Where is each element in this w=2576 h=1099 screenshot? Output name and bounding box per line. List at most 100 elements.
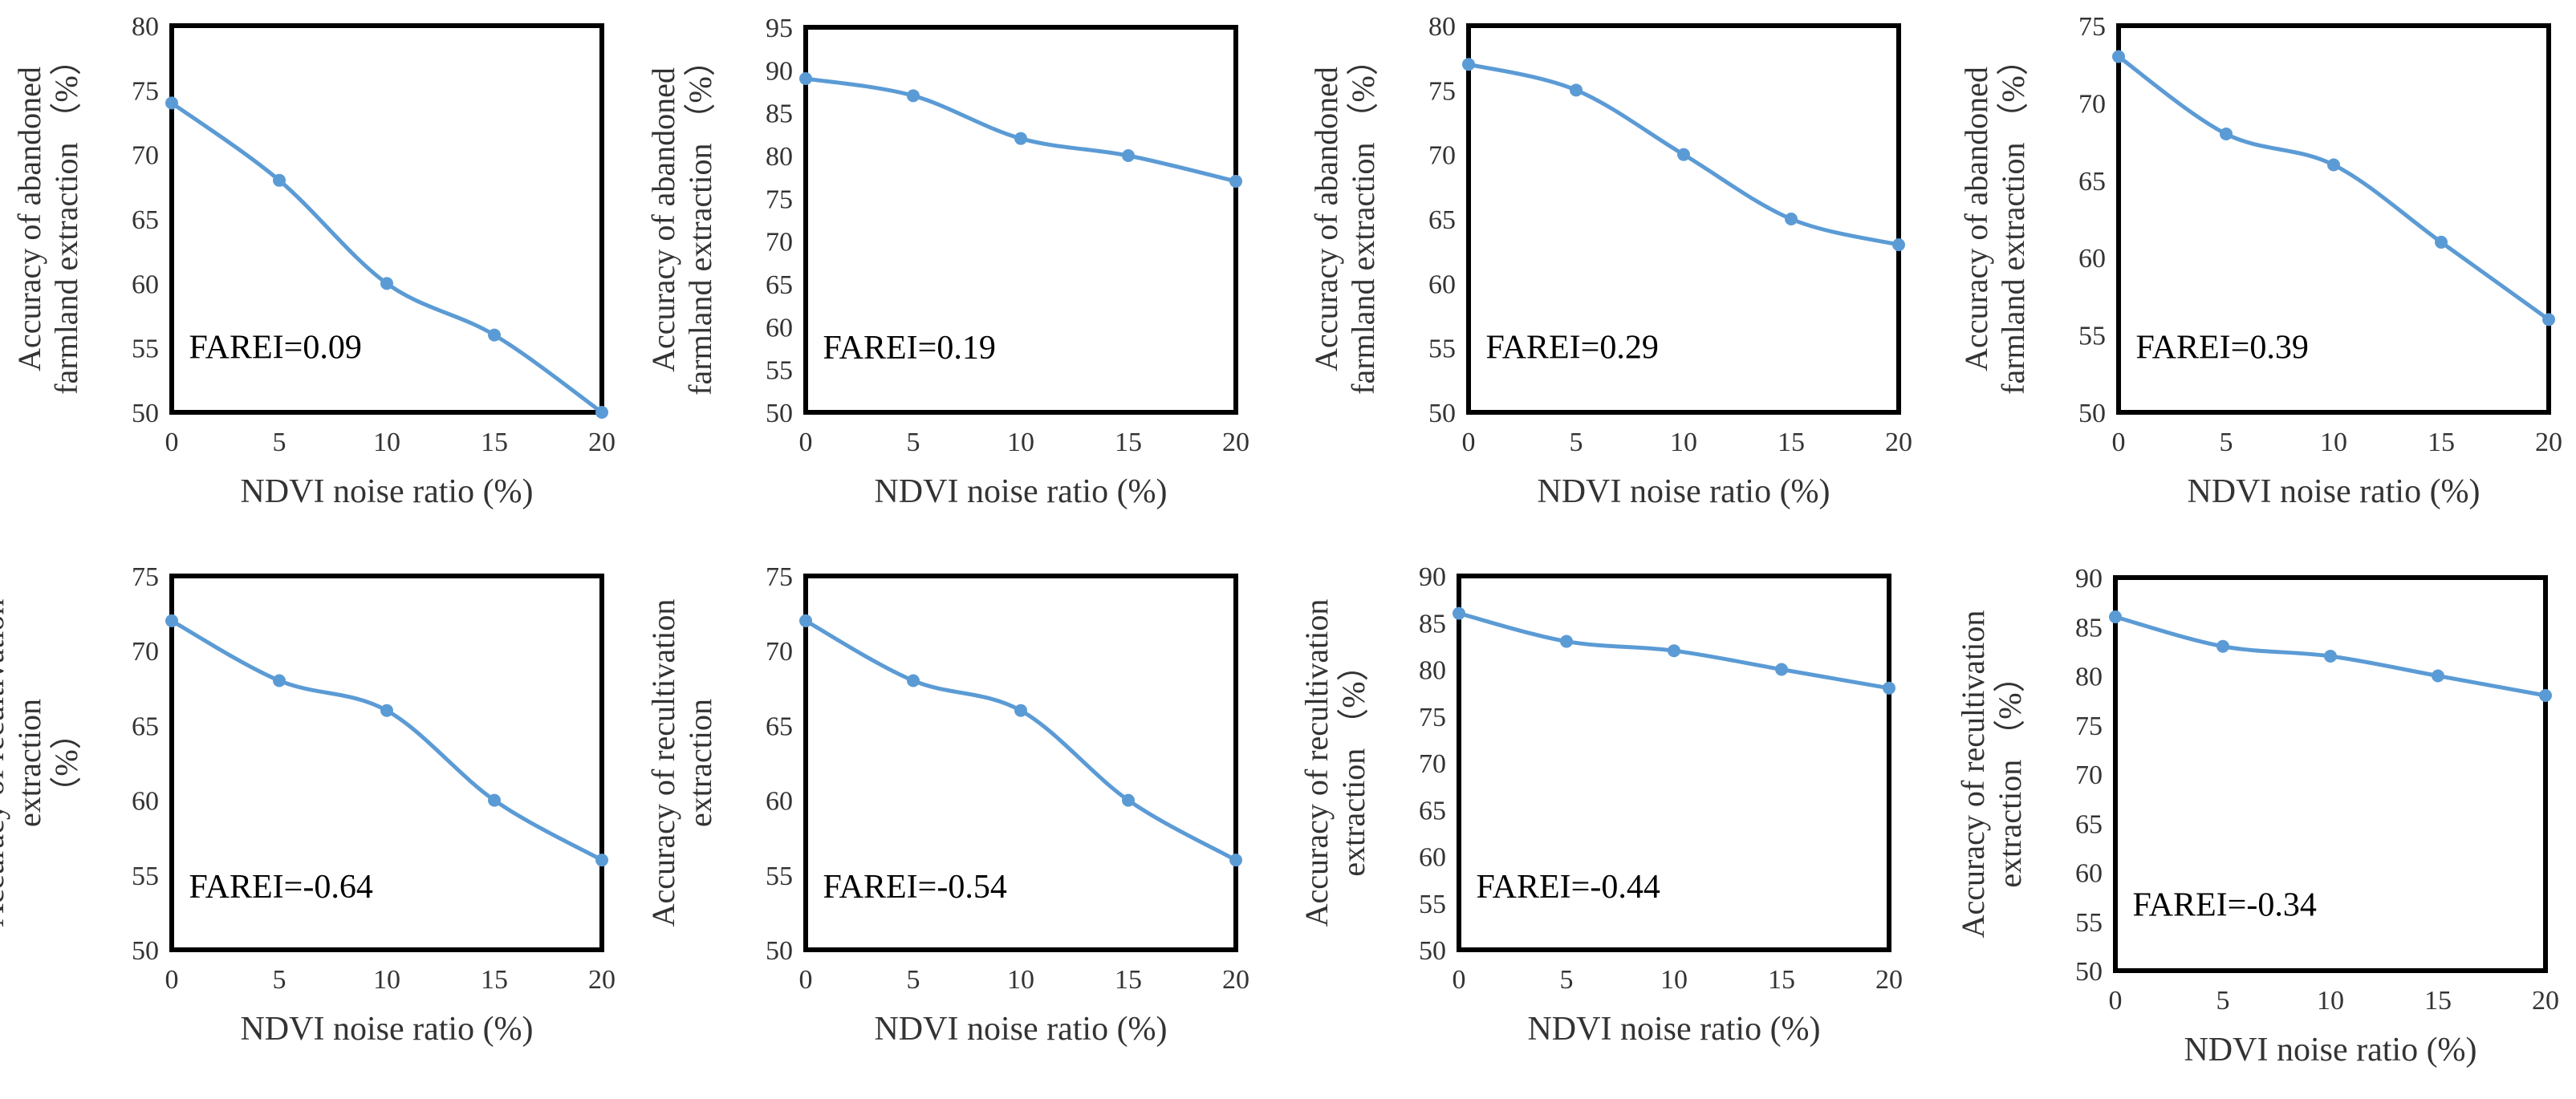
x-tick-label: 0 [799,965,813,995]
y-tick-label: 85 [766,99,793,129]
chart-panel-3: 50 55 60 65 70 75 80 0 5 10 15 20 NDVI noise ratio (… [1308,12,1912,510]
y-tick-label: 85 [1419,609,1446,639]
y-tick-label: 70 [766,637,793,667]
y-tick-label: 70 [1419,749,1446,779]
data-point [165,614,178,627]
data-point [2324,650,2337,663]
y-tick-label: 60 [2078,244,2106,274]
y-tick-label: 75 [132,562,159,592]
y-tick-label: 80 [1428,12,1456,42]
y-tick-label: 60 [2075,859,2103,889]
series-line [2116,55,2551,322]
y-tick-label: 90 [1419,562,1446,592]
y-axis-title-line: Accuracy of abandoned [1958,67,1994,371]
data-point [273,173,286,187]
data-point [2220,127,2233,140]
y-tick-label: 65 [2078,167,2106,197]
x-axis-title: NDVI noise ratio (%) [874,473,1167,510]
x-tick-label: 0 [165,428,179,457]
x-tick-label: 0 [1462,428,1476,457]
x-axis-title: NDVI noise ratio (%) [2187,473,2480,510]
y-tick-label: 90 [2075,564,2103,594]
x-tick-label: 15 [2428,428,2455,457]
x-tick-label: 10 [1007,428,1034,457]
x-tick-label: 15 [1115,428,1142,457]
data-point [1122,149,1135,162]
plot-frame [169,23,604,415]
y-tick-label: 75 [2075,712,2103,741]
y-axis-title-line: extraction [11,699,47,827]
data-point [799,72,812,85]
x-tick-label: 10 [1007,965,1034,995]
x-tick-label: 10 [1660,965,1688,995]
y-tick-label: 55 [132,335,159,364]
y-axis-title-line: Accuracy of recultivation [0,599,10,927]
y-tick-label: 55 [1419,890,1446,919]
data-point [380,277,393,290]
farei-annotation: FAREI=0.09 [189,330,361,367]
y-tick-label: 80 [132,12,159,42]
data-point [2112,50,2125,63]
y-tick-label: 55 [2075,908,2103,938]
data-point [1892,238,1905,252]
x-tick-label: 10 [373,965,400,995]
x-tick-label: 5 [273,428,286,457]
y-axis-title-line: farmland extraction （%） [1995,43,2031,395]
data-point [1122,793,1135,807]
data-point [1775,663,1788,676]
y-tick-label: 65 [1419,796,1446,825]
y-tick-label: 80 [1419,656,1446,686]
farei-annotation: FAREI=-0.54 [823,869,1006,906]
farei-annotation: FAREI=-0.44 [1476,869,1660,906]
data-point [1229,854,1242,867]
y-tick-label: 95 [766,14,793,43]
data-point [907,674,920,687]
plot-frame [803,574,1238,952]
data-point [2542,313,2555,326]
y-tick-label: 55 [132,862,159,891]
y-axis-title-line: Accuracy of abandoned [645,67,681,372]
chart-panel-4: 50 55 60 65 70 75 0 5 10 15 20 NDVI noise ratio (%)… [1958,12,2562,510]
y-tick-label: 65 [766,712,793,741]
farei-annotation: FAREI=-0.34 [2132,886,2316,923]
y-tick-label: 60 [1419,843,1446,873]
data-point [488,328,501,342]
x-tick-label: 10 [2317,986,2344,1016]
farei-annotation: FAREI=0.29 [1485,330,1658,367]
y-tick-label: 75 [766,185,793,214]
x-tick-label: 20 [1885,428,1912,457]
x-axis-title: NDVI noise ratio (%) [2184,1032,2476,1069]
y-tick-label: 50 [1428,399,1456,428]
x-axis-title: NDVI noise ratio (%) [874,1011,1167,1048]
x-axis-title: NDVI noise ratio (%) [1537,473,1830,510]
x-axis-title: NDVI noise ratio (%) [240,473,533,510]
x-tick-label: 0 [2112,428,2126,457]
y-axis-title-line: Accuracy of recultivation [1955,610,1991,939]
y-tick-label: 70 [132,141,159,171]
y-tick-label: 55 [1428,335,1456,364]
y-axis-title-line: farmland extraction （%） [48,43,84,395]
series-line [803,618,1238,862]
y-tick-label: 65 [1428,205,1456,235]
y-tick-label: 65 [132,712,159,741]
y-tick-label: 75 [2078,12,2106,42]
y-tick-label: 75 [1419,703,1446,732]
data-point [273,674,286,687]
chart-panel-1: 50 55 60 65 70 75 80 0 5 10 15 20 NDVI noise ratio (… [11,12,616,510]
x-tick-label: 0 [2109,986,2123,1016]
x-tick-label: 20 [1875,965,1903,995]
data-point [2109,610,2122,623]
data-point [2539,689,2552,702]
data-point [1560,635,1573,648]
y-axis-title-line: farmland extraction （%） [682,44,718,395]
y-tick-label: 65 [132,205,159,235]
y-tick-label: 50 [766,399,793,428]
data-point [2435,235,2448,249]
y-tick-label: 70 [766,228,793,258]
x-tick-label: 15 [1768,965,1795,995]
x-tick-label: 0 [165,965,179,995]
data-point [1462,58,1475,71]
x-axis-title: NDVI noise ratio (%) [1527,1011,1820,1048]
x-tick-label: 10 [1670,428,1697,457]
y-tick-label: 55 [766,356,793,386]
